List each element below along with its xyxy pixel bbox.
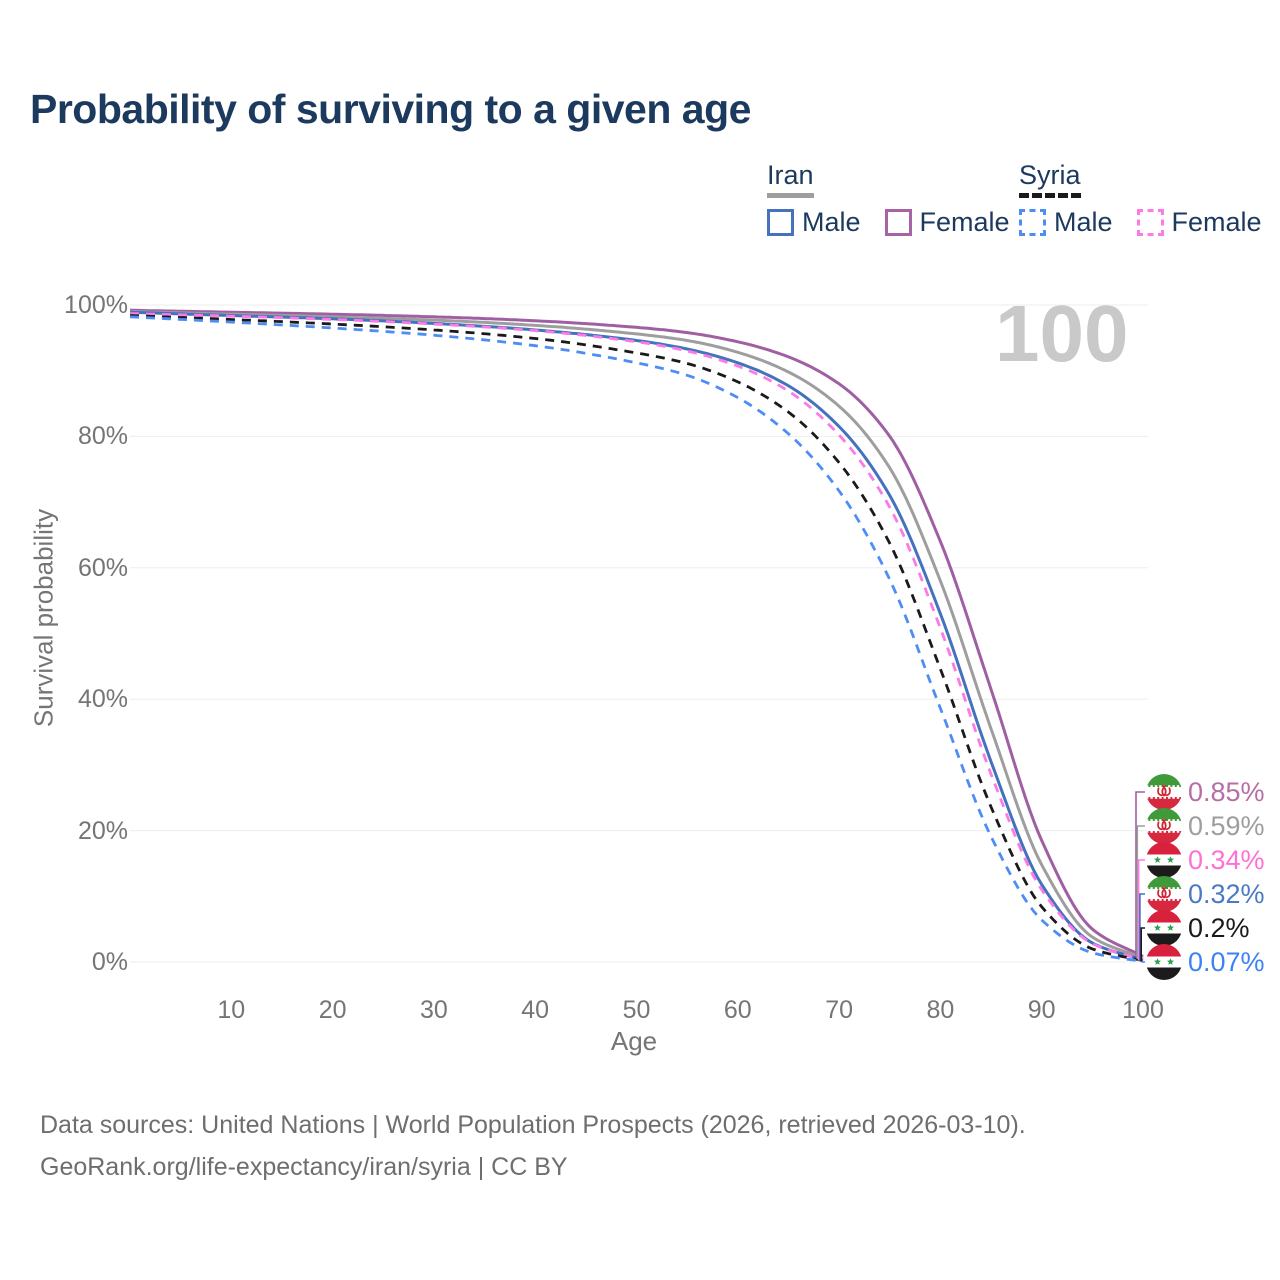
iran-female-swatch-icon	[884, 209, 912, 236]
legend-header-iran-label: Iran	[767, 160, 814, 198]
end-value-iran-female: 0.85%	[1188, 776, 1265, 807]
curve-syria-total	[129, 314, 1144, 963]
x-tick-label-60: 60	[723, 996, 752, 1024]
source-note: Data sources: United Nations | World Pop…	[40, 1104, 1026, 1188]
curve-iran-total	[129, 310, 1144, 960]
end-label-syria-total: 0.2%	[1146, 910, 1250, 946]
legend-items-syria: Male Female	[1019, 207, 1262, 238]
source-line-2: GeoRank.org/life-expectancy/iran/syria |…	[40, 1153, 568, 1181]
y-tick-label-60: 60%	[77, 553, 128, 582]
y-axis-title: Survival probability	[28, 508, 59, 728]
x-tick-label-50: 50	[622, 996, 651, 1024]
x-axis-title: Age	[610, 1026, 658, 1056]
x-tick-label-10: 10	[217, 996, 246, 1024]
legend-item-iran-male: Male	[767, 207, 861, 238]
x-tick-label-100: 100	[1122, 996, 1164, 1024]
curve-iran-male	[129, 310, 1144, 962]
iran-flag-icon	[1146, 876, 1182, 912]
legend-header-iran: Iran	[767, 160, 1010, 198]
x-tick-label-70: 70	[825, 996, 853, 1024]
x-tick-label-80: 80	[926, 996, 955, 1024]
syria-male-swatch-icon	[1019, 209, 1046, 236]
y-tick-label-0: 0%	[91, 948, 128, 976]
end-value-syria-male: 0.07%	[1188, 946, 1265, 977]
chart-title: Probability of surviving to a given age	[30, 86, 751, 132]
end-label-syria-male: 0.07%	[1146, 944, 1265, 980]
end-value-iran-male: 0.32%	[1188, 878, 1265, 909]
y-tick-label-80: 80%	[77, 422, 128, 451]
y-tick-label-100: 100%	[64, 291, 128, 319]
leader-line-syria-total	[1140, 927, 1145, 962]
iran-flag-icon	[1146, 774, 1182, 810]
legend-label-syria-male: Male	[1054, 207, 1113, 237]
end-label-iran-total: 0.59%	[1146, 808, 1265, 844]
source-line-1: Data sources: United Nations | World Pop…	[40, 1111, 1026, 1139]
end-value-iran-total: 0.59%	[1188, 810, 1265, 841]
legend-group-syria: Syria Male Female	[1019, 160, 1262, 238]
x-tick-label-20: 20	[318, 996, 347, 1024]
legend-item-syria-male: Male	[1019, 207, 1113, 238]
legend-group-iran: Iran Male Female	[767, 160, 1010, 238]
iran-flag-icon	[1146, 808, 1182, 844]
legend-header-syria: Syria	[1019, 160, 1262, 198]
legend-label-iran-male: Male	[802, 207, 861, 237]
end-value-syria-female: 0.34%	[1188, 844, 1265, 875]
end-value-syria-total: 0.2%	[1188, 912, 1250, 943]
iran-male-swatch-icon	[767, 209, 794, 236]
syria-flag-icon	[1146, 910, 1182, 946]
x-tick-label-90: 90	[1027, 996, 1056, 1024]
syria-flag-icon	[1146, 944, 1182, 980]
legend-item-iran-female: Female	[884, 207, 1010, 238]
legend-items-iran: Male Female	[767, 207, 1010, 238]
x-tick-label-30: 30	[419, 996, 448, 1024]
legend-header-syria-label: Syria	[1019, 160, 1081, 198]
y-tick-label-40: 40%	[77, 685, 128, 714]
curve-iran-female	[130, 308, 1144, 958]
curve-syria-female	[129, 312, 1144, 962]
x-tick-label-40: 40	[521, 996, 550, 1024]
age-counter-watermark: 100	[995, 289, 1129, 378]
legend-label-syria-female: Female	[1171, 207, 1262, 237]
y-tick-label-20: 20%	[77, 816, 128, 845]
curve-syria-male	[129, 315, 1144, 963]
syria-flag-icon	[1146, 842, 1182, 878]
end-label-syria-female: 0.34%	[1146, 842, 1265, 878]
leader-line-syria-male	[1141, 960, 1145, 963]
end-label-iran-female: 0.85%	[1146, 774, 1265, 810]
end-label-iran-male: 0.32%	[1146, 876, 1265, 912]
legend-label-iran-female: Female	[919, 207, 1010, 237]
legend-item-syria-female: Female	[1136, 207, 1262, 238]
syria-female-swatch-icon	[1136, 209, 1164, 236]
